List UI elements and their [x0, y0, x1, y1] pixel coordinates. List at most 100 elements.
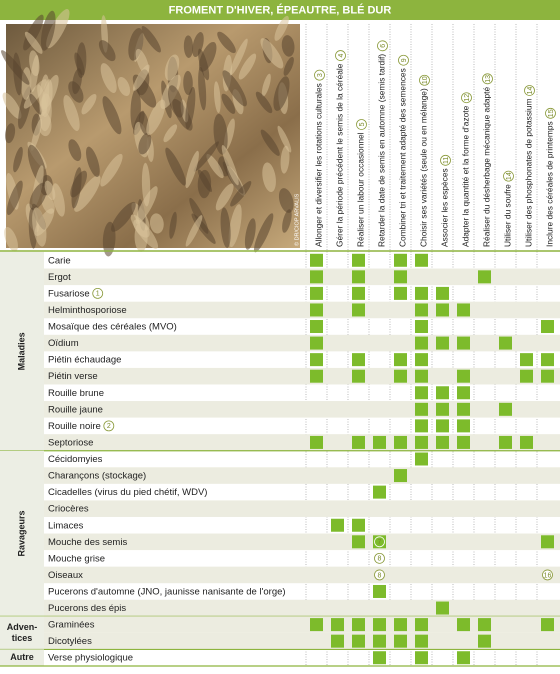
- note-circle: [374, 536, 385, 548]
- check-square: [415, 353, 428, 367]
- wheat-ear: [76, 42, 87, 79]
- check-square: [373, 435, 386, 449]
- note-circle: [374, 552, 385, 564]
- check-square: [373, 485, 386, 499]
- check-square: [352, 253, 365, 267]
- check-square: [457, 386, 470, 400]
- row-label: Dicotylées: [48, 636, 92, 647]
- column-label: Inclure des céréales de printemps: [545, 121, 555, 247]
- group-cell: [0, 649, 44, 666]
- check-square: [394, 634, 407, 648]
- note-circle: [524, 85, 535, 96]
- note-circle: [503, 170, 514, 182]
- row-band: [44, 301, 560, 319]
- row-label: Pucerons des épis: [48, 603, 126, 614]
- check-square: [373, 651, 386, 665]
- check-square: [415, 419, 428, 433]
- check-square: [394, 369, 407, 383]
- note-circle: [398, 54, 409, 66]
- check-square: [457, 435, 470, 449]
- wheat-ear: [98, 40, 116, 62]
- wheat-ear: [217, 31, 236, 54]
- check-square: [352, 353, 365, 367]
- wheat-ear: [13, 52, 22, 96]
- check-square: [352, 634, 365, 648]
- wheat-ear: [30, 54, 39, 93]
- note-circle: [377, 40, 388, 52]
- column-label: Réaliser du désherbage mécanique adapté: [482, 86, 492, 247]
- check-square: [457, 303, 470, 317]
- wheat-ear: [167, 85, 184, 118]
- check-square: [478, 618, 491, 632]
- column-label: Associer les espèces: [440, 168, 450, 247]
- check-square: [415, 369, 428, 383]
- check-square: [415, 435, 428, 449]
- row-band: [44, 632, 560, 650]
- check-square: [457, 419, 470, 433]
- check-square: [415, 651, 428, 665]
- row-label: Piétin échaudage: [48, 355, 121, 366]
- wheat-ear: [85, 146, 100, 177]
- check-square: [457, 336, 470, 350]
- check-square: [331, 634, 344, 648]
- wheat-ear: [164, 54, 180, 81]
- column-label: Utiliser du soufre: [503, 184, 513, 247]
- wheat-ear: [146, 99, 166, 136]
- note-number: 16: [544, 572, 552, 579]
- wheat-ear: [262, 162, 276, 193]
- check-square: [499, 435, 512, 449]
- row-band: [44, 467, 560, 484]
- row-band: [44, 268, 560, 286]
- note-circle: [419, 74, 430, 86]
- note-number: 11: [443, 157, 450, 164]
- wheat-ear: [278, 188, 294, 213]
- wheat-ear: [138, 132, 152, 155]
- row-label: Fusariose: [48, 288, 90, 299]
- header-bar: [0, 0, 560, 20]
- column-header: Combiner tri et traitement adapté des se…: [398, 54, 409, 247]
- wheat-ear: [29, 182, 48, 210]
- note-circle: [92, 287, 104, 299]
- wheat-ear: [149, 213, 164, 234]
- wheat-ear: [198, 41, 217, 72]
- row-label: Verse physiologique: [48, 653, 133, 664]
- wheat-ear: [30, 118, 43, 151]
- wheat-ear: [165, 147, 186, 186]
- column-label: Utiliser des phosphonates de potassium: [524, 98, 534, 247]
- row-band: [44, 533, 560, 551]
- wheat-ear: [63, 95, 80, 131]
- wheat-ear: [117, 76, 131, 97]
- note-number: 13: [485, 75, 492, 83]
- wheat-ear: [183, 70, 193, 96]
- group-cell: [0, 252, 44, 451]
- row-label: Mouche des semis: [48, 537, 127, 548]
- row-band: [44, 566, 560, 584]
- column-header: Inclure des céréales de printemps 15: [545, 107, 556, 247]
- check-square: [310, 336, 323, 350]
- wheat-ear: [70, 170, 88, 198]
- wheat-ear: [206, 153, 224, 179]
- wheat-ear: [230, 181, 252, 207]
- wheat-ear: [228, 204, 242, 248]
- wheat-ear: [197, 169, 212, 199]
- check-square: [415, 402, 428, 416]
- check-square: [436, 336, 449, 350]
- check-square: [310, 353, 323, 367]
- group-cell: [0, 616, 44, 650]
- wheat-ear: [185, 150, 199, 189]
- check-square: [520, 435, 533, 449]
- check-square: [352, 270, 365, 284]
- wheat-ear: [44, 180, 56, 201]
- check-square: [394, 270, 407, 284]
- column-header: Associer les espèces 11: [440, 154, 451, 247]
- wheat-ear: [281, 35, 295, 57]
- note-circle: [542, 569, 553, 581]
- note-circle: [461, 92, 472, 104]
- check-square: [478, 634, 491, 648]
- check-square: [415, 253, 428, 267]
- check-square: [415, 618, 428, 632]
- check-square: [478, 270, 491, 284]
- wheat-ear: [29, 93, 42, 115]
- note-number: 10: [422, 76, 429, 84]
- wheat-ear: [13, 146, 23, 173]
